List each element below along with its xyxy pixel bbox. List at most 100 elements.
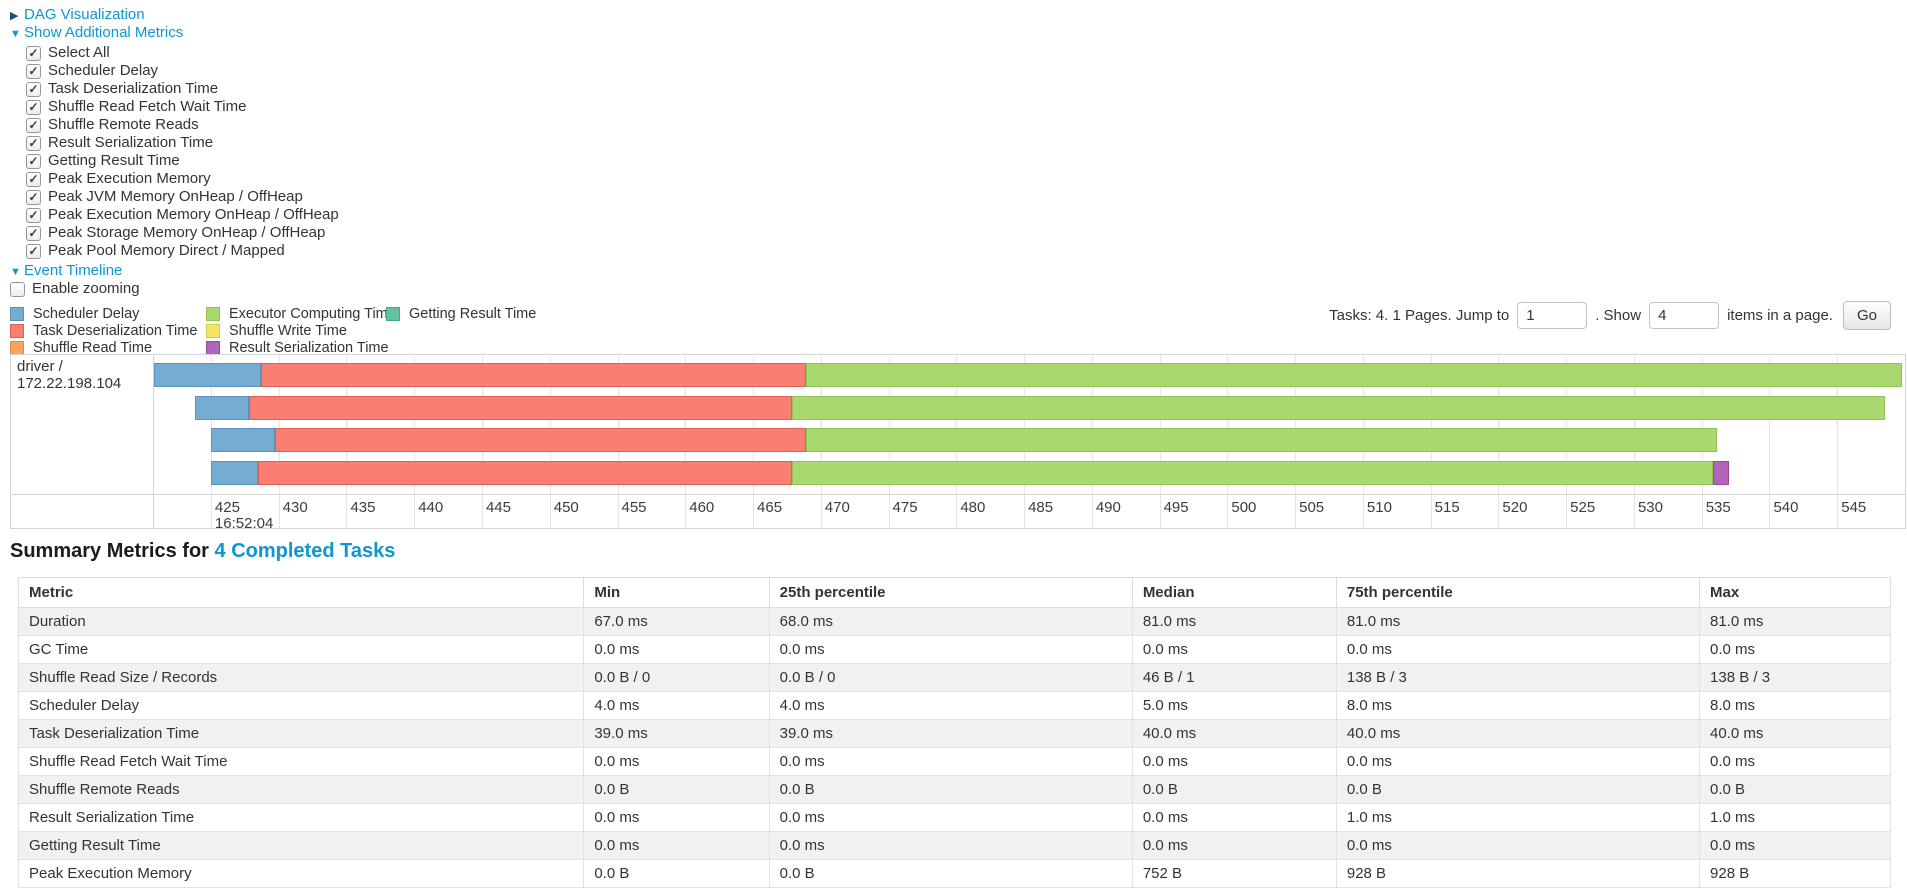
checkbox-peak-storage-memory-onheap-offheap[interactable] [26, 225, 41, 241]
task-bar-segment-executor-computing[interactable] [792, 460, 1713, 485]
metric-name-cell: Task Deserialization Time [17, 719, 585, 748]
task-bar-segment-scheduler-delay[interactable] [194, 395, 249, 420]
task-bar-segment-task-deserialization[interactable] [248, 395, 793, 420]
metric-option-label: Peak JVM Memory OnHeap / OffHeap [48, 188, 303, 205]
axis-tick-label: 430 [282, 499, 308, 516]
axis-tick-label: 500 [1231, 499, 1257, 516]
metric-option-label: Task Deserialization Time [48, 80, 219, 97]
task-bar-segment-executor-computing[interactable] [805, 428, 1717, 452]
enable-zooming-checkbox[interactable] [10, 281, 25, 297]
checkbox-result-serialization-time[interactable] [26, 135, 41, 151]
metric-value-cell: 4.0 ms [768, 691, 1133, 720]
checkbox-peak-execution-memory-onheap-offheap[interactable] [26, 207, 41, 223]
checkbox-select-all[interactable] [26, 45, 41, 61]
metric-value-cell: 81.0 ms [1131, 607, 1337, 636]
metric-option: Getting Result Time [26, 152, 339, 170]
jump-to-page-input[interactable] [1517, 301, 1588, 329]
task-bar-segment-executor-computing[interactable] [805, 363, 1903, 387]
axis-tick-label: 545 [1841, 499, 1867, 516]
gridline [481, 495, 483, 528]
gridline [888, 355, 890, 494]
metric-name-cell: Shuffle Remote Reads [17, 775, 585, 804]
event-timeline-expand-arrow-icon: ▼ [10, 266, 21, 278]
metric-value-cell: 4.0 ms [583, 691, 770, 720]
metric-option-label: Scheduler Delay [48, 62, 159, 79]
gridline [617, 495, 619, 528]
pagination-suffix-label: items in a page. [1727, 306, 1833, 324]
metric-value-cell: 0.0 ms [583, 747, 770, 776]
metric-value-cell: 1.0 ms [1335, 803, 1701, 832]
gridline [1295, 495, 1297, 528]
metric-option-label: Shuffle Read Fetch Wait Time [48, 98, 247, 115]
metric-option: Shuffle Remote Reads [26, 116, 339, 134]
metric-value-cell: 8.0 ms [1699, 691, 1891, 720]
gridline [1633, 495, 1635, 528]
task-bar-segment-task-deserialization[interactable] [258, 460, 793, 485]
task-bar-segment-executor-computing[interactable] [792, 395, 1885, 420]
gridline [1769, 495, 1771, 528]
task-bar-segment-scheduler-delay[interactable] [210, 460, 259, 485]
table-row: Scheduler Delay 4.0 ms 4.0 ms 5.0 ms 8.0 ms 8… [17, 691, 1891, 720]
metric-value-cell: 0.0 ms [1335, 635, 1701, 664]
checkbox-shuffle-remote-reads[interactable] [26, 117, 41, 133]
metric-value-cell: 0.0 B [583, 775, 770, 804]
metric-option-label: Peak Execution Memory OnHeap / OffHeap [48, 206, 339, 223]
column-header-min: Min [583, 577, 770, 608]
legend-column: Executor Computing Time Shuffle Write Tim… [206, 306, 396, 357]
toggle-dag-visualization[interactable]: DAG Visualization [24, 6, 145, 23]
page-size-input[interactable] [1649, 301, 1720, 329]
table-row: Duration 67.0 ms 68.0 ms 81.0 ms 81.0 ms 81.0… [17, 607, 1891, 636]
metric-name-cell: Duration [17, 607, 585, 636]
toggle-event-timeline[interactable]: Event Timeline [24, 262, 123, 279]
gridline [1227, 355, 1229, 494]
checkbox-getting-result-time[interactable] [26, 153, 41, 169]
gridline [888, 495, 890, 528]
axis-tick-label: 540 [1773, 499, 1799, 516]
checkbox-peak-execution-memory[interactable] [26, 171, 41, 187]
checkbox-shuffle-read-fetch-wait-time[interactable] [26, 99, 41, 115]
legend-label: Getting Result Time [409, 306, 537, 322]
gridline [278, 355, 280, 494]
axis-tick-label: 510 [1366, 499, 1392, 516]
dag-collapse-arrow-icon: ▶ [10, 10, 19, 22]
axis-tick-label: 480 [960, 499, 986, 516]
gridline [549, 355, 551, 494]
legend-item: Scheduler Delay [10, 306, 206, 322]
metric-option-label: Result Serialization Time [48, 134, 214, 151]
metric-value-cell: 0.0 B / 0 [583, 663, 770, 692]
checkbox-scheduler-delay[interactable] [26, 63, 41, 79]
metric-name-cell: GC Time [17, 635, 585, 664]
checkbox-task-deserialization-time[interactable] [26, 81, 41, 97]
checkbox-peak-jvm-memory-onheap-offheap[interactable] [26, 189, 41, 205]
go-button[interactable]: Go [1842, 300, 1891, 330]
summary-title: Summary Metrics for 4 Completed Tasks [10, 540, 1899, 563]
toggle-show-additional-metrics[interactable]: Show Additional Metrics [24, 24, 184, 41]
metric-value-cell: 40.0 ms [1131, 719, 1337, 748]
metric-value-cell: 68.0 ms [768, 607, 1133, 636]
metric-option-label: Select All [48, 44, 110, 61]
metric-value-cell: 1.0 ms [1699, 803, 1891, 832]
axis-tick-label: 495 [1163, 499, 1189, 516]
gridline [753, 355, 755, 494]
gridline [1362, 495, 1364, 528]
metric-value-cell: 81.0 ms [1335, 607, 1701, 636]
task-bar-segment-result-serialization[interactable] [1712, 460, 1729, 485]
task-bar-segment-task-deserialization[interactable] [274, 428, 806, 452]
task-bar-segment-scheduler-delay[interactable] [210, 428, 275, 452]
pagination-mid-label: . Show [1595, 306, 1642, 324]
metric-option-label: Peak Execution Memory [48, 170, 211, 187]
gridline [481, 355, 483, 494]
gridline [414, 355, 416, 494]
axis-tick-label: 425 [214, 499, 240, 516]
stage-controls: ▶ DAG Visualization ▼ Show Additional Metr… [10, 6, 339, 298]
metric-value-cell: 40.0 ms [1699, 719, 1891, 748]
getting-result-time-swatch-icon [386, 307, 400, 321]
task-bar-segment-task-deserialization[interactable] [261, 363, 806, 387]
legend-label: Scheduler Delay [33, 306, 140, 322]
table-row: Shuffle Remote Reads 0.0 B 0.0 B 0.0 B 0.0 B… [17, 775, 1891, 804]
axis-tick-label: 435 [350, 499, 376, 516]
task-bar-segment-scheduler-delay[interactable] [154, 363, 262, 387]
gridline [346, 355, 348, 494]
checkbox-peak-pool-memory-direct-mapped[interactable] [26, 243, 41, 259]
metric-value-cell: 0.0 B [1131, 775, 1337, 804]
